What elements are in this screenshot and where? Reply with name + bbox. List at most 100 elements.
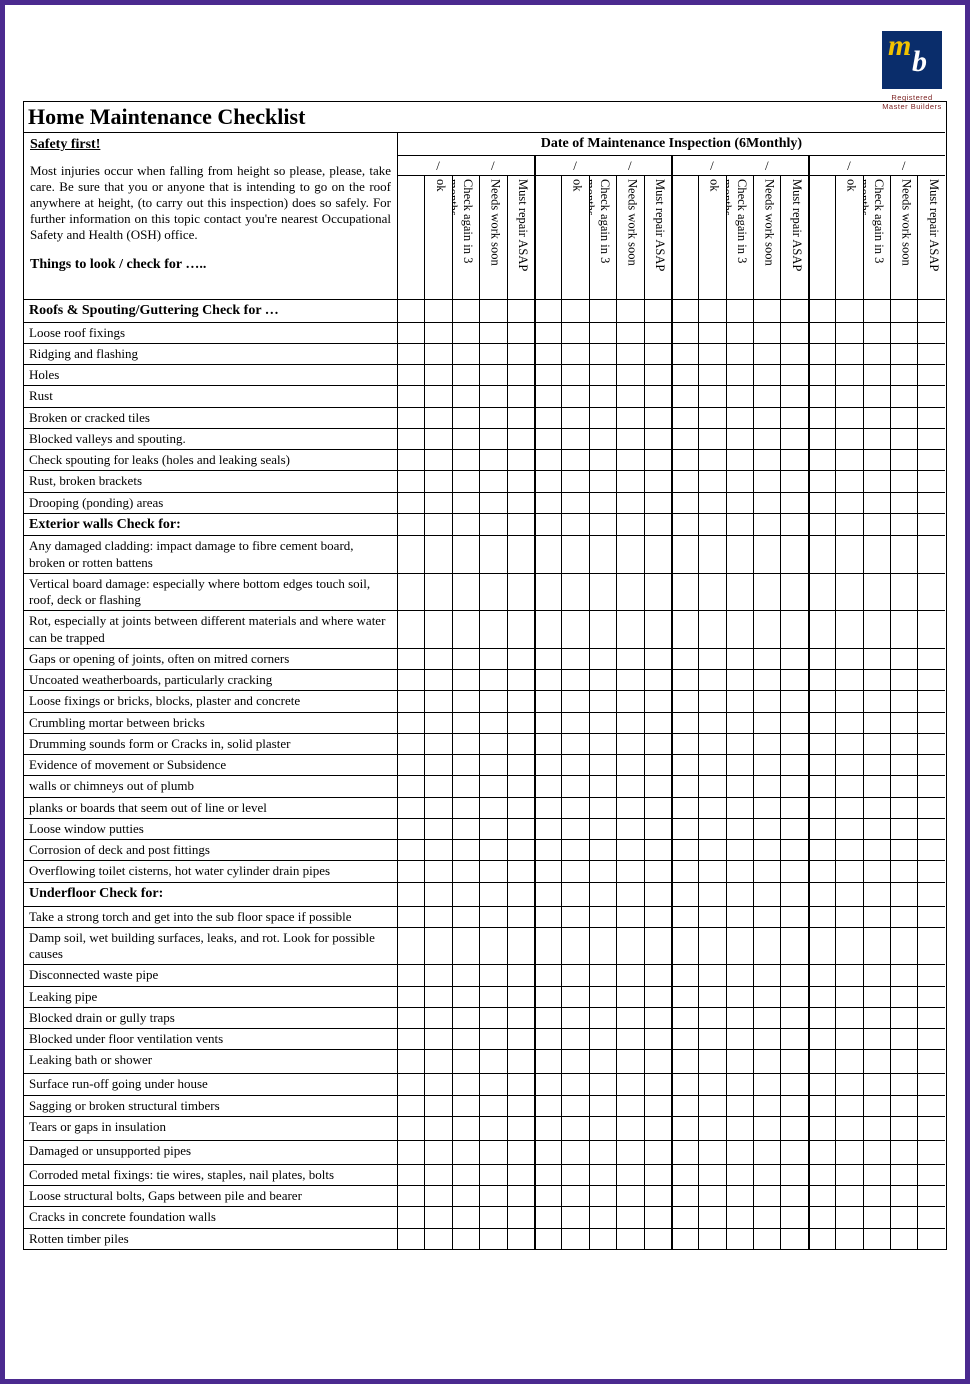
checkbox-cell[interactable] [863,573,890,611]
checkbox-cell[interactable] [561,573,588,611]
checkbox-cell[interactable] [424,364,451,385]
checkbox-cell[interactable] [890,882,917,906]
checkbox-cell[interactable] [644,343,671,364]
checkbox-cell[interactable] [644,449,671,470]
checkbox-cell[interactable] [534,690,561,711]
checkbox-cell[interactable] [698,1140,725,1164]
checkbox-cell[interactable] [534,669,561,690]
checkbox-cell[interactable] [808,754,835,775]
checkbox-cell[interactable] [863,513,890,536]
checkbox-cell[interactable] [616,449,643,470]
checkbox-cell[interactable] [726,1028,753,1049]
checkbox-cell[interactable] [671,754,698,775]
checkbox-cell[interactable] [452,860,479,881]
checkbox-cell[interactable] [780,860,807,881]
checkbox-cell[interactable] [698,712,725,733]
date-field[interactable] [917,155,944,175]
checkbox-cell[interactable] [890,449,917,470]
checkbox-cell[interactable] [780,1049,807,1073]
checkbox-cell[interactable] [534,449,561,470]
checkbox-cell[interactable] [753,754,780,775]
checkbox-cell[interactable] [479,1073,506,1094]
checkbox-cell[interactable] [863,797,890,818]
checkbox-cell[interactable] [534,343,561,364]
checkbox-cell[interactable] [507,385,534,406]
checkbox-cell[interactable] [452,407,479,428]
checkbox-cell[interactable] [534,470,561,491]
checkbox-cell[interactable] [671,610,698,648]
checkbox-cell[interactable] [808,322,835,343]
checkbox-cell[interactable] [589,1073,616,1094]
checkbox-cell[interactable] [644,428,671,449]
checkbox-cell[interactable] [835,927,862,965]
checkbox-cell[interactable] [534,1007,561,1028]
checkbox-cell[interactable] [534,428,561,449]
checkbox-cell[interactable] [698,610,725,648]
checkbox-cell[interactable] [780,407,807,428]
date-field[interactable] [780,155,807,175]
checkbox-cell[interactable] [671,860,698,881]
checkbox-cell[interactable] [534,733,561,754]
checkbox-cell[interactable] [452,964,479,985]
checkbox-cell[interactable] [835,343,862,364]
checkbox-cell[interactable] [917,449,944,470]
checkbox-cell[interactable] [808,712,835,733]
checkbox-cell[interactable] [890,513,917,536]
checkbox-cell[interactable] [753,449,780,470]
checkbox-cell[interactable] [561,364,588,385]
checkbox-cell[interactable] [507,1073,534,1094]
checkbox-cell[interactable] [917,860,944,881]
checkbox-cell[interactable] [424,860,451,881]
checkbox-cell[interactable] [479,927,506,965]
checkbox-cell[interactable] [890,648,917,669]
checkbox-cell[interactable] [452,1049,479,1073]
checkbox-cell[interactable] [698,927,725,965]
checkbox-cell[interactable] [561,385,588,406]
checkbox-cell[interactable] [479,754,506,775]
checkbox-cell[interactable] [452,797,479,818]
checkbox-cell[interactable] [452,428,479,449]
checkbox-cell[interactable] [835,1185,862,1206]
checkbox-cell[interactable] [890,1206,917,1227]
checkbox-cell[interactable] [507,1140,534,1164]
checkbox-cell[interactable] [644,1028,671,1049]
checkbox-cell[interactable] [671,927,698,965]
checkbox-cell[interactable] [753,1116,780,1140]
checkbox-cell[interactable] [917,986,944,1007]
checkbox-cell[interactable] [917,407,944,428]
checkbox-cell[interactable] [616,1007,643,1028]
date-field[interactable] [863,155,890,175]
checkbox-cell[interactable] [616,860,643,881]
checkbox-cell[interactable] [890,839,917,860]
checkbox-cell[interactable] [479,906,506,927]
checkbox-cell[interactable] [561,610,588,648]
checkbox-cell[interactable] [397,964,424,985]
checkbox-cell[interactable] [753,927,780,965]
checkbox-cell[interactable] [424,733,451,754]
checkbox-cell[interactable] [507,775,534,796]
checkbox-cell[interactable] [808,470,835,491]
checkbox-cell[interactable] [698,882,725,906]
checkbox-cell[interactable] [561,648,588,669]
checkbox-cell[interactable] [780,1116,807,1140]
checkbox-cell[interactable] [616,299,643,322]
checkbox-cell[interactable] [507,839,534,860]
checkbox-cell[interactable] [589,1228,616,1249]
checkbox-cell[interactable] [424,690,451,711]
checkbox-cell[interactable] [561,1206,588,1227]
checkbox-cell[interactable] [644,712,671,733]
checkbox-cell[interactable] [671,712,698,733]
checkbox-cell[interactable] [397,1228,424,1249]
checkbox-cell[interactable] [397,712,424,733]
checkbox-cell[interactable] [753,470,780,491]
checkbox-cell[interactable] [424,1073,451,1094]
checkbox-cell[interactable] [808,964,835,985]
checkbox-cell[interactable] [479,775,506,796]
checkbox-cell[interactable] [917,839,944,860]
checkbox-cell[interactable] [452,364,479,385]
checkbox-cell[interactable] [397,322,424,343]
checkbox-cell[interactable] [589,964,616,985]
checkbox-cell[interactable] [589,1206,616,1227]
checkbox-cell[interactable] [726,1185,753,1206]
checkbox-cell[interactable] [835,470,862,491]
